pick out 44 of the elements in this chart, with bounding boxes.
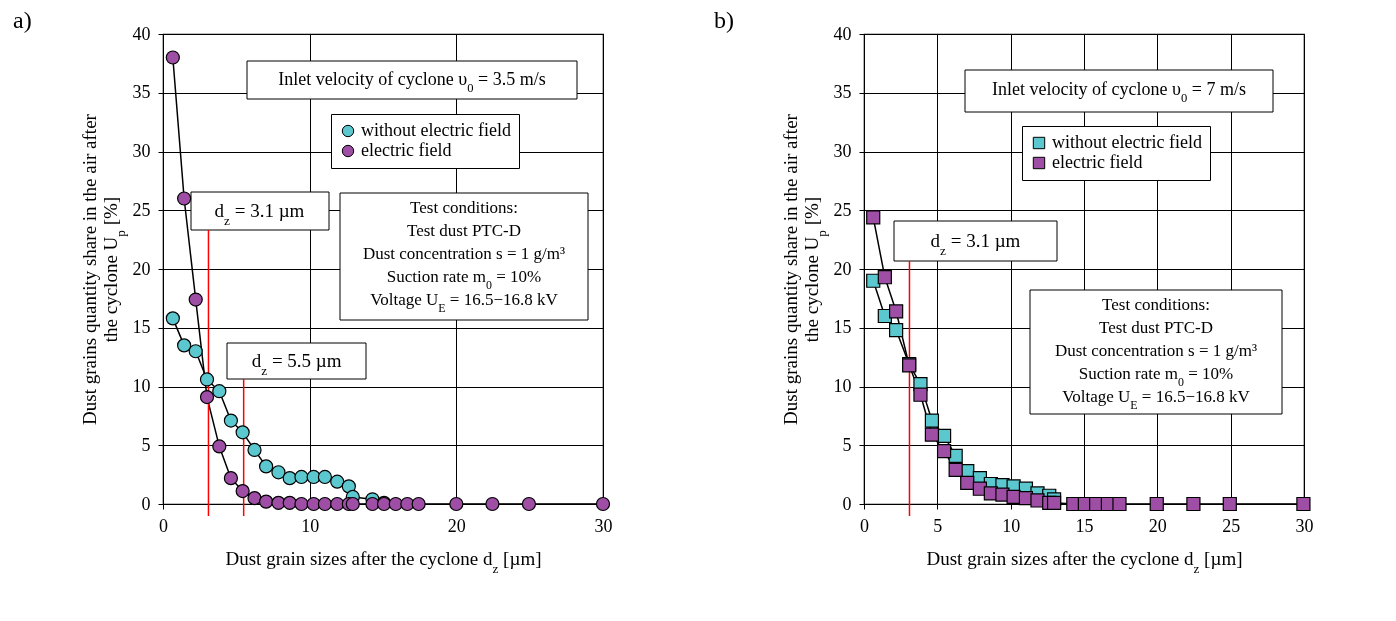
y-tick-label: 15 [132, 317, 151, 338]
x-tick-label: 10 [301, 515, 320, 536]
y-tick-label: 20 [132, 258, 151, 279]
x-tick-label: 10 [1002, 515, 1021, 536]
text: Test conditions: Test dust PTC-D Dust concentration s = 1 g/m³ Suction rate m$_{0}$ = 10% Voltage U$_{E}$ = 16.5−16.8 kV [1054, 295, 1258, 412]
chart-title: a) [13, 7, 32, 33]
y-tick-label: 40 [833, 23, 852, 44]
y-tick-label: 5 [842, 434, 852, 455]
y-tick-label: 15 [833, 317, 852, 338]
y-tick-label: 10 [833, 376, 852, 396]
chart-title: b) [714, 7, 734, 33]
legend-label: electric field [361, 140, 452, 160]
y-tick-label: 5 [141, 434, 151, 455]
text: Test conditions: Test dust PTC-D Dust concentration s = 1 g/m³ Suction rate m$_{0}$ = 10% Voltage U$_{E}$ = 16.5−16.8 kV [362, 198, 566, 315]
y-tick-label: 10 [132, 376, 151, 396]
y-tick-label: 35 [833, 82, 852, 103]
y-tick-label: 30 [132, 141, 151, 161]
y-tick-label: 40 [132, 23, 151, 44]
x-tick-label: 25 [1222, 515, 1241, 536]
legend-label: without electric field [361, 120, 511, 140]
x-tick-label: 15 [1075, 515, 1094, 536]
annotation: Inlet velocity of cyclone υ$_{0}$ = 3.5 m/s [278, 69, 546, 95]
x-tick-label: 20 [1148, 515, 1167, 536]
x-axis-title: Dust grain sizes after the cyclone d$_{z}$ [µm] [926, 547, 1243, 575]
x-axis-title: Dust grain sizes after the cyclone d$_{z}$ [µm] [225, 547, 542, 575]
legend-label: electric field [1052, 152, 1143, 172]
x-tick-label: 30 [594, 515, 613, 536]
y-tick-label: 30 [833, 141, 852, 161]
y-tick-label: 20 [833, 258, 852, 279]
y-tick-label: 25 [833, 199, 852, 220]
x-tick-label: 0 [159, 515, 168, 536]
x-tick-label: 0 [860, 515, 869, 536]
y-tick-label: 25 [132, 199, 151, 220]
ref-line-label: d$_{z}$ = 3.1 µm [930, 230, 1021, 258]
y-tick-label: 35 [132, 82, 151, 103]
ref-line-label: d$_{z}$ = 3.1 µm [214, 200, 305, 228]
y-tick-label: 0 [842, 493, 852, 514]
x-tick-label: 20 [447, 515, 466, 536]
x-tick-label: 30 [1295, 515, 1314, 536]
annotation: Inlet velocity of cyclone υ$_{0}$ = 7 m/s [992, 79, 1246, 105]
legend-label: without electric field [1052, 132, 1202, 152]
x-tick-label: 5 [933, 515, 943, 536]
y-tick-label: 0 [141, 493, 151, 514]
ref-line-label: d$_{z}$ = 5.5 µm [251, 350, 342, 378]
